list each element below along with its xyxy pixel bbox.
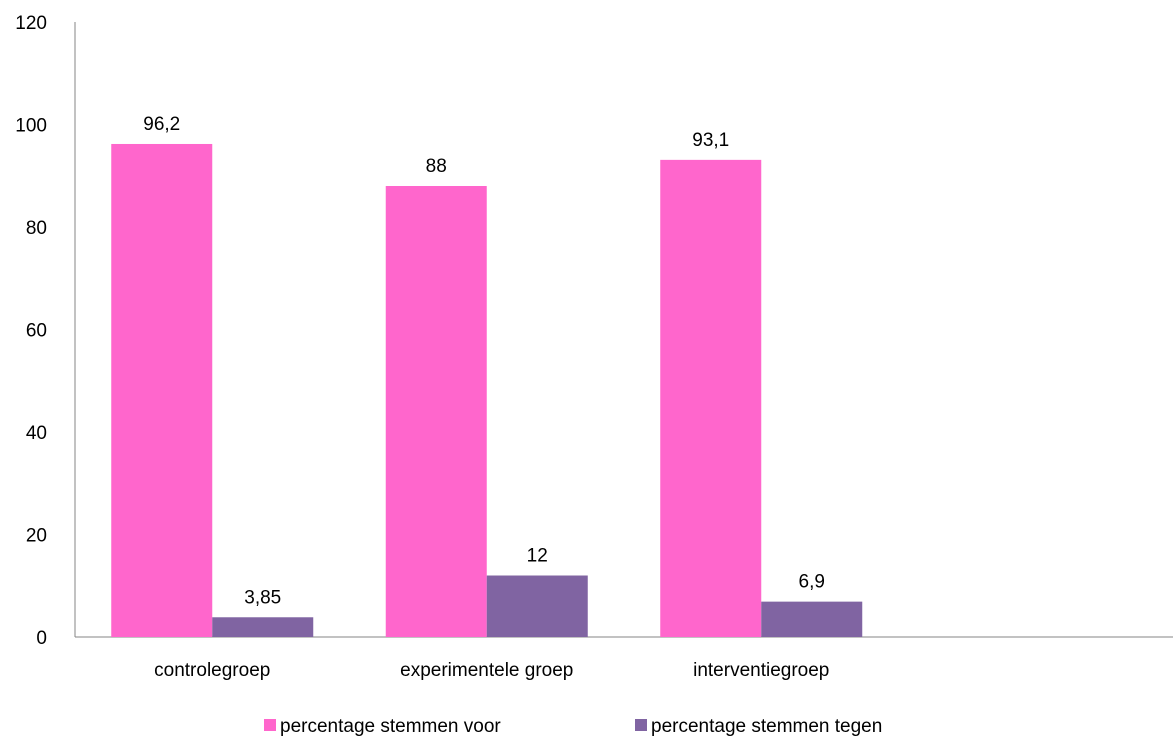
data-label: 12 bbox=[527, 546, 548, 567]
x-category-label: experimentele groep bbox=[400, 660, 573, 681]
bar-tegen bbox=[761, 601, 863, 637]
y-tick-label: 60 bbox=[26, 321, 47, 342]
bar-tegen bbox=[212, 617, 314, 637]
data-labels: 96,2 3,85 88 12 93,1 6,9 bbox=[143, 114, 825, 608]
y-tick-label: 20 bbox=[26, 526, 47, 547]
legend-swatch bbox=[635, 719, 647, 731]
bar-tegen bbox=[486, 575, 588, 637]
bars bbox=[111, 143, 863, 638]
bar-voor bbox=[660, 159, 762, 638]
legend-label: percentage stemmen tegen bbox=[651, 716, 882, 737]
x-axis: controlegroep experimentele groep interven… bbox=[75, 636, 1173, 681]
x-category-label: controlegroep bbox=[154, 660, 270, 681]
legend-label: percentage stemmen voor bbox=[280, 716, 501, 737]
data-label: 6,9 bbox=[799, 572, 825, 593]
data-label: 3,85 bbox=[244, 587, 281, 608]
y-tick-label: 100 bbox=[15, 116, 47, 137]
y-tick-label: 80 bbox=[26, 218, 47, 239]
legend: percentage stemmen voor percentage stemme… bbox=[264, 716, 882, 737]
bar-voor bbox=[111, 143, 213, 637]
legend-swatch bbox=[264, 719, 276, 731]
data-label: 96,2 bbox=[143, 114, 180, 135]
y-axis: 0 20 40 60 80 100 120 bbox=[15, 13, 76, 649]
y-tick-label: 40 bbox=[26, 423, 47, 444]
y-tick-label: 0 bbox=[36, 628, 47, 649]
data-label: 88 bbox=[426, 156, 447, 177]
bar-voor bbox=[385, 186, 487, 637]
y-tick-label: 120 bbox=[15, 13, 47, 34]
data-label: 93,1 bbox=[692, 130, 729, 151]
x-category-label: interventiegroep bbox=[693, 660, 829, 681]
